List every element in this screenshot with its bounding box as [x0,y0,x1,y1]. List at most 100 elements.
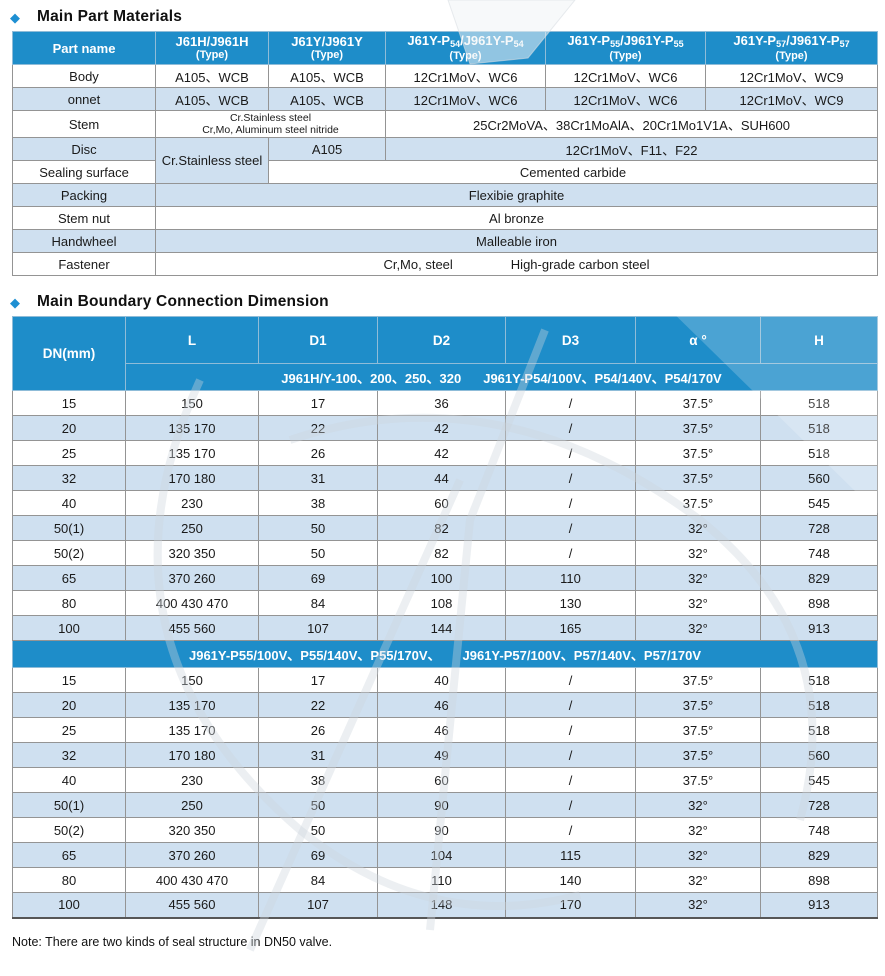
material-cell: 12Cr1MoV、WC6 [385,64,546,88]
dimension-cell: 455 560 [125,892,259,918]
dimension-cell: 148 [377,892,506,918]
subheader-label: J961H/Y-100、200、250、320 J961Y-P54/100V、P… [125,363,878,391]
dimension-row: 50(2) 320 350 50 82/32° 748 [12,540,878,566]
column-header-p57: J61Y-P57/J961Y-P57 (Type) [705,31,878,65]
column-header-d2: D2 [377,316,506,364]
dimension-row: 32 170 180 31 44/37.5° 560 [12,465,878,491]
dimension-cell: 25 [12,717,126,743]
dimension-cell: 400 430 470 [125,867,259,893]
table-row-disc: Disc Cr.Stainless steel A105 12Cr1MoV、F1… [12,137,878,184]
dimension-cell: 50 [258,792,378,818]
dimension-cell: 20 [12,415,126,441]
dimension-cell: 135 170 [125,415,259,441]
material-cell: Flexibie graphite [155,183,878,207]
dimension-cell: 32° [635,817,761,843]
table-row-packing: Packing Flexibie graphite [12,183,878,207]
dimension-cell: 80 [12,867,126,893]
dimension-cell: 69 [258,565,378,591]
dimension-cell: 250 [125,792,259,818]
dimension-cell: 82 [377,540,506,566]
dimension-cell: 50(1) [12,792,126,818]
dimension-cell: 230 [125,490,259,516]
dimension-cell: 140 [505,867,636,893]
dimension-cell: 250 [125,515,259,541]
material-cell: Cr,Mo, steel High-grade carbon steel [155,252,878,276]
table-row-sealing-surface: Sealing surface Cemented carbide [12,160,878,184]
dimension-row: 32 170 180 31 49/37.5° 560 [12,742,878,768]
dimension-cell: 230 [125,767,259,793]
dimension-cell: 170 180 [125,742,259,768]
dimension-cell: 37.5° [635,717,761,743]
dimension-cell: 32 [12,465,126,491]
page-title-dimensions: Main Boundary Connection Dimension [37,293,329,310]
dimension-cell: 32° [635,590,761,616]
dimension-cell: 32° [635,540,761,566]
dimension-cell: / [505,490,636,516]
dimension-cell: / [505,415,636,441]
dimension-cell: 150 [125,667,259,693]
dimension-cell: / [505,692,636,718]
type-label: (Type) [775,49,808,62]
dimension-cell: 38 [258,767,378,793]
table-row-stem: Stem Cr.Stainless steel Cr,Mo, Aluminum … [12,110,878,138]
material-cell: Malleable iron [155,229,878,253]
dimension-cell: / [505,667,636,693]
materials-header-row: Part name J61H/J961H (Type) J61Y/J961Y (… [12,31,878,65]
dimension-cell: 50(2) [12,817,126,843]
dimension-cell: / [505,817,636,843]
dimension-cell: 560 [760,465,878,491]
dimension-cell: 170 [505,892,636,918]
dimension-cell: 748 [760,817,878,843]
column-header-p54: J61Y-P54/J961Y-P54 (Type) [385,31,546,65]
dimension-cell: 150 [125,390,259,416]
dimension-cell: 60 [377,767,506,793]
dimension-cell: 829 [760,565,878,591]
dimension-cell: 50 [258,540,378,566]
dimension-cell: 84 [258,590,378,616]
dimension-row: 100 455 560 107 144 165 32° 913 [12,615,878,641]
dimension-cell: 32 [12,742,126,768]
part-name: Disc [12,137,156,161]
dimension-cell: 65 [12,842,126,868]
dimension-cell: 15 [12,667,126,693]
part-name: Packing [12,183,156,207]
dimension-cell: 370 260 [125,842,259,868]
column-label: J61Y/J961Y [291,33,363,49]
dimension-cell: 32° [635,792,761,818]
material-cell: A105、WCB [268,64,386,88]
type-label: (Type) [195,49,229,62]
dimension-row: 25 135 170 26 42/37.5° 518 [12,440,878,466]
material-cell: 25Cr2MoVA、38Cr1MoAlA、20Cr1Mo1V1A、SUH600 [385,110,878,138]
dimension-cell: 518 [760,717,878,743]
dimension-cell: 110 [377,867,506,893]
dimension-cell: 898 [760,590,878,616]
dimension-row: 15 150 17 40/37.5° 518 [12,667,878,693]
dimension-cell: 17 [258,667,378,693]
dimension-cell: 32° [635,615,761,641]
dimension-table: DN(mm) L D1 D2 D3 α ° H J961H/Y-100、200、… [12,316,878,919]
material-cell: 12Cr1MoV、F11、F22 [385,137,878,161]
dimension-cell: 42 [377,440,506,466]
dimension-cell: 130 [505,590,636,616]
dimension-cell: 50(2) [12,540,126,566]
type-label: (Type) [449,49,482,62]
dimension-row: 50(2) 320 350 50 90/32° 748 [12,817,878,843]
dimension-cell: 49 [377,742,506,768]
dimension-cell: 135 170 [125,440,259,466]
dimension-row: 80 400 430 470 84 110 140 32° 898 [12,867,878,893]
dimension-row: 40 230 38 60/37.5° 545 [12,767,878,793]
dimension-cell: 104 [377,842,506,868]
dimension-cell: 60 [377,490,506,516]
materials-table: Part name J61H/J961H (Type) J61Y/J961Y (… [12,31,878,276]
dimension-cell: 36 [377,390,506,416]
dimension-cell: 108 [377,590,506,616]
table-row-body: Body A105、WCB A105、WCB 12Cr1MoV、WC6 12Cr… [12,64,878,88]
column-header-j61y: J61Y/J961Y (Type) [268,31,386,65]
section-subheader-row: J961Y-P55/100V、P55/140V、P55/170V、 J961Y-P… [12,640,878,668]
dimension-cell: / [505,792,636,818]
dimension-row: 65 370 260 69 100 110 32° 829 [12,565,878,591]
dimension-cell: 37.5° [635,742,761,768]
dimension-row: 100 455 560 107 148 170 32° 913 [12,892,878,918]
dimension-row: 40 230 38 60/37.5° 545 [12,490,878,516]
dimension-cell: 898 [760,867,878,893]
